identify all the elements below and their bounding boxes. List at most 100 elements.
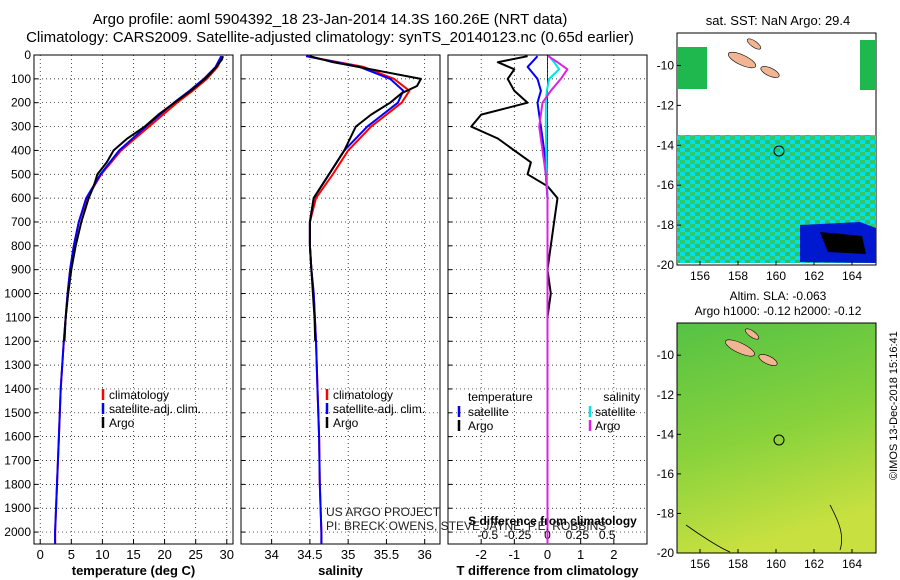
y-tick-label: 1500 <box>4 406 31 420</box>
x-tick-label: 2 <box>610 547 617 562</box>
island-shape <box>727 51 757 69</box>
top-x-tick-label: 0.25 <box>566 528 590 542</box>
map-lon-label: 162 <box>804 557 824 571</box>
map-lat-label: -16 <box>657 467 675 481</box>
y-tick-label: 200 <box>11 96 31 110</box>
x-tick-label: 10 <box>95 547 109 562</box>
y-tick-label: 1800 <box>4 477 31 491</box>
map-lat-label: -16 <box>657 178 675 192</box>
x-tick-label: -2 <box>475 547 487 562</box>
y-tick-label: 2000 <box>4 525 31 539</box>
legend-satellite-label: satellite-adj. clim. <box>109 402 201 416</box>
island-shape <box>758 354 778 366</box>
sst-map: 156 158 160 162 164 -10 -12 -14 -16 -18 -20 <box>657 32 877 283</box>
map-lon-label: 160 <box>766 269 786 283</box>
x-axis-label: temperature (deg C) <box>72 563 196 578</box>
top-x-axis-label: S difference from climatology <box>468 514 637 528</box>
y-tick-label: 1400 <box>4 382 31 396</box>
legend-diff-argo-temp-label: Argo <box>468 419 494 433</box>
x-tick-label: 20 <box>157 547 171 562</box>
map-lat-label: -14 <box>657 138 675 152</box>
x-axis-label: T difference from climatology <box>456 563 639 578</box>
legend-argo-label: Argo <box>333 416 359 430</box>
map-lon-label: 158 <box>728 557 748 571</box>
legend-climatology-label: climatology <box>333 388 393 402</box>
x-tick-label: 1 <box>577 547 584 562</box>
credit-line-2: PI: BRECK OWENS, STEVE JAYNE, P.E. ROBBI… <box>326 519 607 533</box>
map-lon-label: 156 <box>690 557 710 571</box>
x-tick-label: 30 <box>220 547 234 562</box>
y-tick-label: 1100 <box>5 310 31 324</box>
map-lat-label: -10 <box>657 348 675 362</box>
x-tick-label: 15 <box>126 547 140 562</box>
map-lon-label: 164 <box>842 557 862 571</box>
legend-climatology-label: climatology <box>109 388 169 402</box>
y-tick-label: 1000 <box>4 287 31 301</box>
y-tick-label: 800 <box>11 239 31 253</box>
legend-satellite-label: satellite-adj. clim. <box>333 402 425 416</box>
legend-diff-satellite-temp-label: satellite <box>468 405 509 419</box>
map-lon-label: 164 <box>842 269 862 283</box>
sst-map-patch <box>677 47 707 89</box>
legend-salinity-header: salinity <box>603 390 640 404</box>
map-lon-label: 156 <box>690 269 710 283</box>
y-tick-label: 400 <box>11 143 31 157</box>
map-lat-label: -20 <box>657 546 675 560</box>
map-lat-label: -18 <box>657 218 675 232</box>
y-tick-label: 0 <box>24 48 31 62</box>
panel-salinity: 34 34.5 35 35.5 36 salinity climatologysatelli… <box>240 54 441 578</box>
x-tick-label: 34 <box>264 547 278 562</box>
map-lon-label: 162 <box>804 269 824 283</box>
sst-map-title: sat. SST: NaN Argo: 29.4 <box>705 13 851 28</box>
y-tick-label: 1900 <box>4 501 31 515</box>
y-tick-label: 700 <box>11 215 31 229</box>
panel-temperature: 0 5 10 15 20 25 300100200300400500600700800900… <box>4 48 234 578</box>
island-shape <box>746 38 762 50</box>
legend-temperature-header: temperature <box>468 390 533 404</box>
x-tick-label: -1 <box>509 547 521 562</box>
sla-map-subtitle: Argo h1000: -0.12 h2000: -0.12 <box>694 304 862 318</box>
map-lon-label: 160 <box>766 557 786 571</box>
island-shape <box>725 339 755 357</box>
x-tick-label: 35.5 <box>374 547 399 562</box>
map-lat-label: -10 <box>657 58 675 72</box>
figure-subtitle: Climatology: CARS2009. Satellite-adjuste… <box>26 29 634 46</box>
series-line-argo <box>308 55 422 342</box>
x-axis-label: salinity <box>318 563 364 578</box>
sla-contour <box>685 504 843 553</box>
sla-map-title: Altim. SLA: -0.063 <box>729 289 827 303</box>
panel-frame <box>240 54 441 545</box>
map-lat-label: -12 <box>657 388 675 402</box>
map-lat-label: -12 <box>657 98 675 112</box>
top-x-tick-label: -0.25 <box>504 528 532 542</box>
sst-map-patch <box>860 40 876 90</box>
x-tick-label: 5 <box>68 547 75 562</box>
map-lon-label: 158 <box>728 269 748 283</box>
y-tick-label: 1300 <box>4 358 31 372</box>
y-tick-label: 1700 <box>4 454 31 468</box>
island-shape <box>744 328 760 340</box>
map-lat-label: -20 <box>657 258 675 272</box>
x-tick-label: 36 <box>417 547 431 562</box>
y-tick-label: 900 <box>11 263 31 277</box>
y-tick-label: 500 <box>11 167 31 181</box>
map-lat-label: -18 <box>657 506 675 520</box>
imos-watermark: ©IMOS 13-Dec-2018 15:16:41 <box>888 331 900 480</box>
figure-title: Argo profile: aoml 5904392_18 23-Jan-201… <box>92 11 568 28</box>
x-tick-label: 35 <box>341 547 355 562</box>
argo-position-marker <box>773 434 785 446</box>
island-shape <box>760 66 780 78</box>
y-tick-label: 600 <box>11 191 31 205</box>
y-tick-label: 300 <box>11 120 31 134</box>
legend-argo-label: Argo <box>109 416 135 430</box>
x-tick-label: 34.5 <box>297 547 322 562</box>
panel-difference: -2 -1 0 1 2T difference from climatology S di… <box>447 54 648 578</box>
sst-map-patch <box>820 232 866 254</box>
argo-position-marker <box>773 145 785 157</box>
series-line-argo <box>63 55 224 342</box>
y-tick-label: 1200 <box>4 334 31 348</box>
legend-diff-satellite-sal-label: satellite <box>595 405 636 419</box>
x-tick-label: 25 <box>188 547 202 562</box>
sla-map-frame <box>676 322 877 554</box>
